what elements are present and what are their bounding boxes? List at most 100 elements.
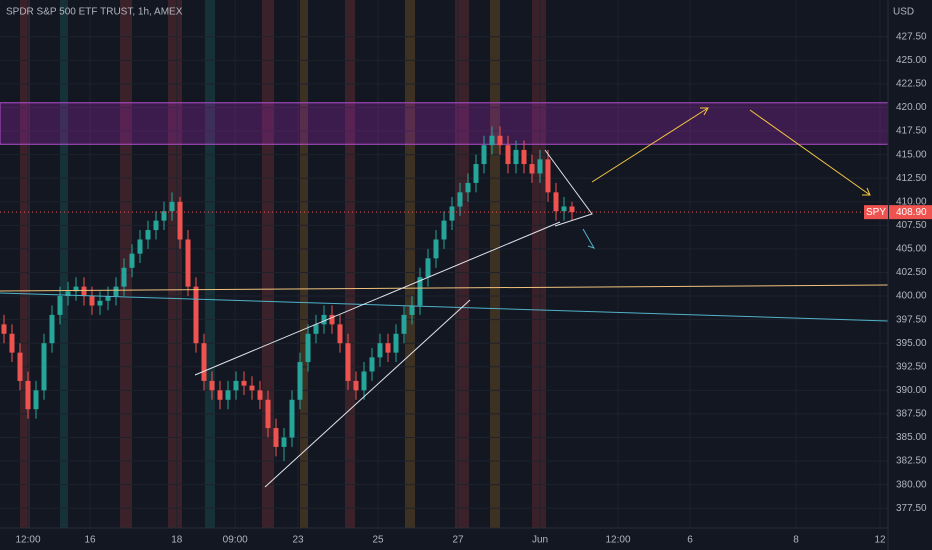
candle-body	[209, 380, 215, 391]
y-tick-label: 397.50	[896, 314, 927, 325]
candle-body	[561, 206, 567, 212]
candle-body	[169, 201, 175, 212]
y-tick-label: 425.00	[896, 55, 927, 66]
axes: 377.50 380.00 382.50 385.00 387.50 390.00 392.…	[0, 31, 932, 546]
candle-body	[353, 380, 359, 391]
y-tick-label: 417.50	[896, 126, 927, 137]
candle-body	[369, 357, 375, 372]
candle-body	[225, 390, 231, 400]
x-tick-label: 12	[874, 535, 886, 546]
candle-body	[393, 333, 399, 353]
arrow	[582, 228, 596, 249]
x-tick-label: 09:00	[223, 535, 248, 546]
candle-body	[281, 437, 287, 447]
candle-body	[33, 390, 39, 410]
last-price-label: 408.90	[896, 207, 927, 218]
candle-body	[193, 286, 199, 344]
candle-body	[185, 239, 191, 287]
candle-body	[537, 159, 543, 174]
y-tick-label: 422.50	[896, 79, 927, 90]
x-tick-label: 25	[372, 535, 384, 546]
triangle	[544, 149, 593, 227]
trendline	[0, 292, 889, 322]
candle-body	[177, 201, 183, 240]
drawings	[0, 107, 889, 488]
candle-body	[489, 135, 495, 146]
arrow	[591, 107, 709, 183]
y-tick-label: 382.50	[896, 456, 927, 467]
candle-body	[361, 371, 367, 391]
y-tick-label: 407.50	[896, 220, 927, 231]
candle-body	[89, 296, 95, 306]
candle-body	[505, 145, 511, 165]
candle-body	[113, 286, 119, 297]
candle-body	[401, 314, 407, 334]
x-tick-label: 16	[84, 535, 96, 546]
arrow-head	[862, 187, 871, 196]
y-tick-label: 380.00	[896, 479, 927, 490]
x-tick-label: 12:00	[605, 535, 630, 546]
candle-body	[233, 380, 239, 391]
candle-body	[257, 390, 263, 400]
candle-body	[17, 352, 23, 381]
x-tick-label: 18	[171, 535, 183, 546]
candle-body	[409, 305, 415, 315]
candle-body	[345, 343, 351, 381]
x-tick-label: 8	[793, 535, 799, 546]
y-tick-label: 392.50	[896, 361, 927, 372]
candle-body	[433, 239, 439, 259]
candle-body	[321, 314, 327, 325]
candle-body	[569, 206, 575, 213]
candle-body	[465, 182, 471, 193]
candle-body	[161, 211, 167, 221]
candle-body	[65, 291, 71, 297]
candle-body	[137, 239, 143, 254]
candle-body	[297, 362, 303, 400]
candle-body	[425, 258, 431, 278]
trendline	[264, 299, 471, 488]
candle-body	[49, 314, 55, 344]
candle-body	[441, 220, 447, 240]
candle-body	[265, 399, 271, 429]
candle-body	[57, 296, 63, 315]
candle-body	[1, 324, 7, 334]
y-tick-label: 387.50	[896, 409, 927, 420]
y-tick-label: 377.50	[896, 503, 927, 514]
price-tag	[889, 205, 932, 220]
candle-body	[9, 333, 15, 353]
candle-body	[313, 324, 319, 334]
symbol-label: SPY	[866, 207, 886, 218]
candle-body	[553, 192, 559, 212]
candle-body	[329, 314, 335, 325]
candle-body	[337, 324, 343, 344]
candle-body	[289, 399, 295, 438]
y-tick-label: 412.50	[896, 173, 927, 184]
y-tick-label: 415.00	[896, 149, 927, 160]
y-tick-label: 390.00	[896, 385, 927, 396]
candle-body	[273, 428, 279, 447]
resistance-zone	[0, 102, 889, 145]
candle-body	[417, 277, 423, 306]
candle-body	[513, 149, 519, 165]
arrow	[749, 109, 871, 196]
grid	[0, 0, 888, 528]
arrow-head	[700, 107, 709, 116]
trendline	[194, 221, 561, 376]
candle-body	[97, 300, 103, 306]
y-tick-label: 402.50	[896, 267, 927, 278]
candle-body	[305, 333, 311, 363]
candle-body	[73, 286, 79, 292]
candle-body	[129, 253, 135, 268]
y-tick-label: 400.00	[896, 291, 927, 302]
candle-body	[249, 385, 255, 391]
candle-body	[105, 296, 111, 301]
candle-body	[81, 286, 87, 297]
x-tick-label: Jun	[532, 535, 548, 546]
candle-body	[153, 220, 159, 231]
candle-body	[449, 206, 455, 221]
chart-title: SPDR S&P 500 ETF TRUST, 1h, AMEX	[6, 7, 183, 18]
y-tick-label: 410.00	[896, 196, 927, 207]
candle-body	[41, 343, 47, 391]
